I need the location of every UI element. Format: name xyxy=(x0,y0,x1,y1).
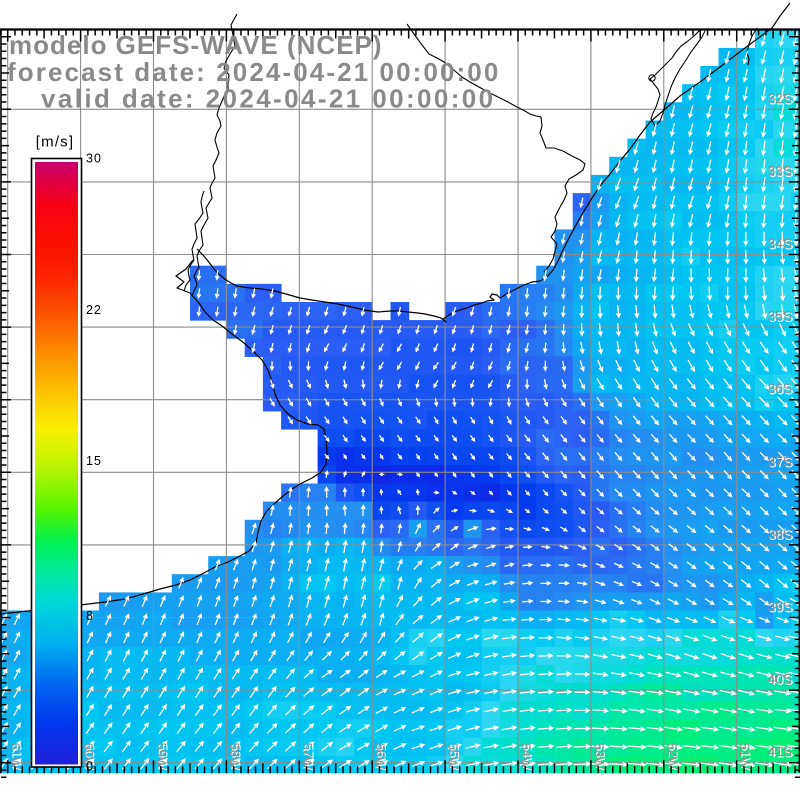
svg-text:55W: 55W xyxy=(447,744,462,771)
svg-text:41S: 41S xyxy=(769,746,794,761)
svg-text:[m/s]: [m/s] xyxy=(36,134,75,151)
svg-text:60W: 60W xyxy=(81,743,96,770)
svg-text:60W: 60W xyxy=(83,744,98,771)
svg-text:38S: 38S xyxy=(767,526,792,541)
svg-text:54W: 54W xyxy=(519,743,534,770)
svg-text:34S: 34S xyxy=(767,236,792,251)
svg-text:0: 0 xyxy=(86,760,94,774)
svg-text:39S: 39S xyxy=(769,601,794,616)
svg-text:32S: 32S xyxy=(769,92,794,107)
svg-text:modelo GEFS-WAVE (NCEP): modelo GEFS-WAVE (NCEP) xyxy=(9,30,383,60)
svg-text:35S: 35S xyxy=(769,310,794,325)
svg-text:22: 22 xyxy=(86,303,102,317)
svg-text:34S: 34S xyxy=(769,238,794,253)
svg-text:41S: 41S xyxy=(767,744,792,759)
svg-text:51W: 51W xyxy=(737,743,752,770)
svg-text:39S: 39S xyxy=(767,599,792,614)
svg-text:40S: 40S xyxy=(767,672,792,687)
svg-text:53W: 53W xyxy=(591,743,606,770)
svg-text:37S: 37S xyxy=(767,454,792,469)
svg-text:53W: 53W xyxy=(593,744,608,771)
svg-text:57W: 57W xyxy=(300,743,315,770)
svg-text:40S: 40S xyxy=(769,673,794,688)
svg-text:36S: 36S xyxy=(767,381,792,396)
svg-text:36S: 36S xyxy=(769,383,794,398)
svg-text:54W: 54W xyxy=(520,744,535,771)
svg-text:37S: 37S xyxy=(769,455,794,470)
svg-text:58W: 58W xyxy=(227,743,242,770)
svg-text:51W: 51W xyxy=(739,744,754,771)
svg-text:forecast date: 2024-04-21 00:0: forecast date: 2024-04-21 00:00:00 xyxy=(7,57,500,87)
svg-text:58W: 58W xyxy=(228,744,243,771)
svg-text:52W: 52W xyxy=(664,743,679,770)
svg-text:8: 8 xyxy=(86,609,94,623)
svg-text:15: 15 xyxy=(86,454,102,468)
svg-text:61W: 61W xyxy=(8,743,23,770)
svg-text:valid date: 2024-04-21 00:00:0: valid date: 2024-04-21 00:00:00 xyxy=(41,84,496,114)
svg-text:55W: 55W xyxy=(446,743,461,770)
svg-text:35S: 35S xyxy=(767,309,792,324)
svg-text:30: 30 xyxy=(86,152,102,166)
svg-text:32S: 32S xyxy=(767,91,792,106)
svg-text:59W: 59W xyxy=(156,744,171,771)
svg-text:52W: 52W xyxy=(666,744,681,771)
svg-text:33S: 33S xyxy=(767,163,792,178)
svg-text:57W: 57W xyxy=(301,744,316,771)
svg-text:61W: 61W xyxy=(10,744,25,771)
svg-text:56W: 56W xyxy=(374,744,389,771)
svg-text:38S: 38S xyxy=(769,528,794,543)
svg-text:33S: 33S xyxy=(769,165,794,180)
svg-text:59W: 59W xyxy=(154,743,169,770)
svg-text:56W: 56W xyxy=(373,743,388,770)
